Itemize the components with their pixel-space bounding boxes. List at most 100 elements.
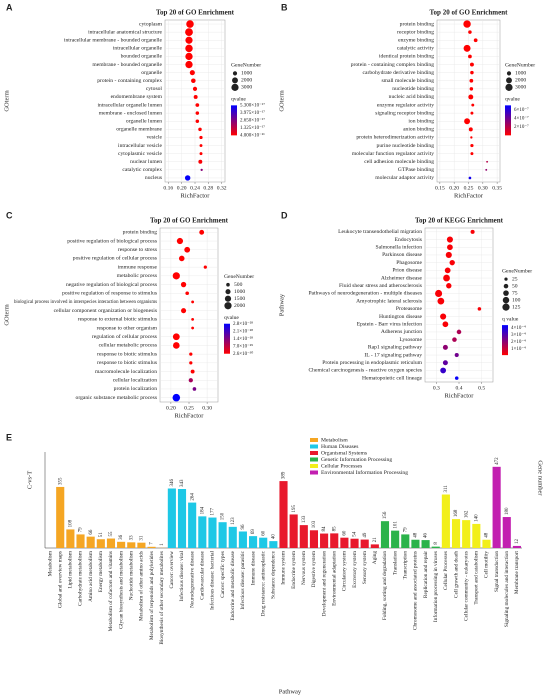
- bubble: [185, 291, 189, 296]
- bubble: [486, 160, 489, 163]
- x-tick-label: Cellular Processes: [443, 551, 449, 590]
- bar: [401, 534, 410, 548]
- x-tick-label: Nervous system: [301, 550, 307, 585]
- legend-swatch: [310, 457, 318, 462]
- x-tick-label: Biosynthesis of other secondary metaboli…: [158, 551, 165, 645]
- category-label: Alzheimer disease: [381, 275, 423, 281]
- bar: [96, 539, 105, 548]
- size-legend-key: [502, 296, 510, 304]
- x-axis-label: RichFactor: [181, 192, 211, 199]
- value-label: 389: [282, 471, 287, 479]
- x-tick-label: 0.20: [177, 185, 187, 191]
- panel-letter: B: [281, 2, 288, 12]
- category-label: Lysosome: [399, 337, 422, 343]
- bar: [106, 538, 116, 548]
- chart-title: Top 20 of KEGG Enrichment: [415, 217, 504, 225]
- bubble: [191, 300, 195, 304]
- category-label: intracellular vesicle: [118, 143, 162, 149]
- x-tick-label: Substance dependence: [271, 550, 277, 598]
- value-label: 177: [211, 508, 216, 516]
- category-label: protein - containing complex: [97, 78, 162, 84]
- bar: [238, 531, 247, 548]
- bar: [421, 540, 430, 548]
- value-label: 96: [241, 524, 246, 530]
- category-label: vesicle: [146, 135, 162, 141]
- bubble: [470, 143, 474, 148]
- bubble: [469, 87, 474, 91]
- category-label: membrane - enclosed lumen: [99, 110, 162, 116]
- bubble: [172, 393, 181, 402]
- value-label: 31: [140, 535, 145, 541]
- category-label: enzyme binding: [398, 38, 434, 44]
- x-tick-label: 0.15: [435, 185, 445, 191]
- category-label: nucleus: [145, 175, 162, 181]
- category-label: receptor binding: [397, 29, 434, 35]
- value-label: 472: [495, 457, 500, 465]
- category-label: Hematopoietic cell lineage: [362, 375, 422, 381]
- bubble: [468, 94, 474, 100]
- bar: [259, 537, 268, 548]
- category-label: Chemical carcinogenesis - reactive oxyge…: [308, 368, 422, 374]
- value-label: 162: [464, 510, 469, 518]
- x-tick-label: Environmental adaptation: [331, 551, 337, 606]
- category-label: Huntington disease: [379, 314, 423, 320]
- bubble: [463, 20, 471, 28]
- size-legend-key: [226, 282, 230, 287]
- bar: [330, 533, 339, 548]
- colorbar-label: 2×10⁻⁴: [511, 339, 526, 345]
- value-label: 40: [271, 534, 276, 540]
- size-legend-key: [224, 302, 232, 310]
- bar: [512, 545, 521, 548]
- bubble: [452, 337, 457, 342]
- bubble: [471, 103, 475, 107]
- bar: [320, 533, 329, 548]
- category-label: intracellular organelle: [113, 46, 163, 52]
- bar: [370, 544, 379, 548]
- bubble: [192, 387, 197, 391]
- category-label: positive regulation of response to stimu…: [62, 290, 157, 297]
- x-tick-label: Development and regeneration: [321, 551, 327, 617]
- color-legend-title: qvalue: [231, 97, 246, 103]
- colorbar-label: 2.1×10⁻²⁸: [233, 328, 253, 334]
- size-legend-label: 25: [512, 276, 518, 282]
- value-label: 264: [190, 493, 195, 501]
- x-tick-label: 0.4: [456, 385, 463, 391]
- bubble: [437, 297, 445, 305]
- bar: [502, 517, 511, 548]
- x-tick-label: Endocrine and metabolic disease: [230, 550, 236, 620]
- bubble: [189, 70, 195, 76]
- category-label: negative regulation of biological proces…: [66, 281, 157, 288]
- category-label: response to other organism: [97, 325, 158, 331]
- x-tick-label: Membrane transport: [514, 550, 520, 594]
- x-tick-label: Endocrine system: [291, 550, 297, 589]
- bubble: [172, 333, 180, 341]
- bubble: [199, 152, 203, 156]
- size-legend-label: 2000: [241, 78, 252, 84]
- category-label: cytoplasmic vesicle: [118, 151, 162, 157]
- x-tick-label: Aging: [372, 551, 378, 565]
- size-legend-label: 100: [512, 297, 521, 303]
- category-label: Adherens junction: [381, 329, 422, 335]
- bubble: [485, 168, 488, 171]
- value-label: 51: [99, 532, 104, 538]
- bubble: [463, 44, 471, 52]
- value-label: 195: [292, 504, 297, 512]
- x-tick-label: Transport and catabolism: [474, 550, 480, 605]
- category-label: response to external biotic stimulus: [78, 317, 157, 323]
- size-legend-label: 2000: [234, 303, 245, 309]
- colorbar-label: 4×10⁻⁷: [514, 115, 529, 121]
- size-legend-label: 500: [234, 282, 243, 288]
- size-legend-label: 1000: [234, 289, 245, 295]
- legend-label: Human Diseases: [321, 444, 358, 450]
- x-tick-label: Digestive system: [311, 550, 317, 587]
- category-label: protein binding: [123, 230, 158, 236]
- y-axis-label: GOterm: [278, 90, 285, 111]
- category-label: cell adhesion molecule binding: [364, 159, 434, 165]
- bubble: [435, 289, 443, 297]
- bubble: [198, 159, 203, 164]
- y-axis-label: GOterm: [3, 304, 10, 325]
- category-label: Fluid shear stress and atherosclerosis: [339, 283, 422, 289]
- x-tick-label: 0.25: [184, 405, 194, 411]
- x-tick-label: 0.5: [478, 385, 485, 391]
- bar: [391, 530, 400, 548]
